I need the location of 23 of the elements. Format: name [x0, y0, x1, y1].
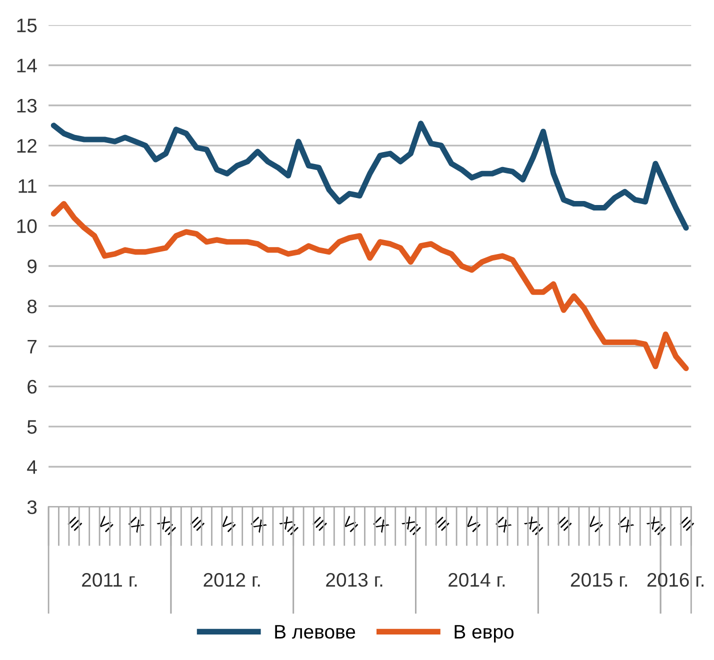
y-tick-label: 9 — [28, 259, 37, 274]
y-tick-label: 11 — [18, 179, 36, 193]
legend-label: В евро — [454, 625, 514, 642]
y-tick-label: 13 — [17, 98, 37, 113]
text: 2012 г. — [204, 573, 260, 587]
x-tick-label: VI — [96, 516, 114, 532]
y-tick-label: 3 — [27, 500, 37, 514]
y-tick-label: 4 — [27, 460, 37, 474]
text: 2011 г. — [82, 573, 137, 587]
y-tick-label: 10 — [17, 219, 37, 234]
y-tick-label: 12 — [17, 139, 36, 153]
text: 2014 г. — [448, 573, 505, 587]
x-tick-label: IX — [618, 516, 634, 534]
text: 2013 г. — [326, 573, 382, 587]
y-tick-label: 6 — [28, 380, 37, 394]
y-tick-label: 7 — [28, 340, 36, 354]
legend-label: В левове — [275, 625, 356, 639]
text: 2016 г. — [647, 573, 704, 587]
y-tick-label: 14 — [17, 58, 37, 72]
y-tick-label: 15 — [17, 18, 37, 32]
y-tick-label: 8 — [27, 300, 37, 314]
y-tick-label: 5 — [27, 420, 37, 434]
text: 2015 г. — [570, 573, 627, 587]
